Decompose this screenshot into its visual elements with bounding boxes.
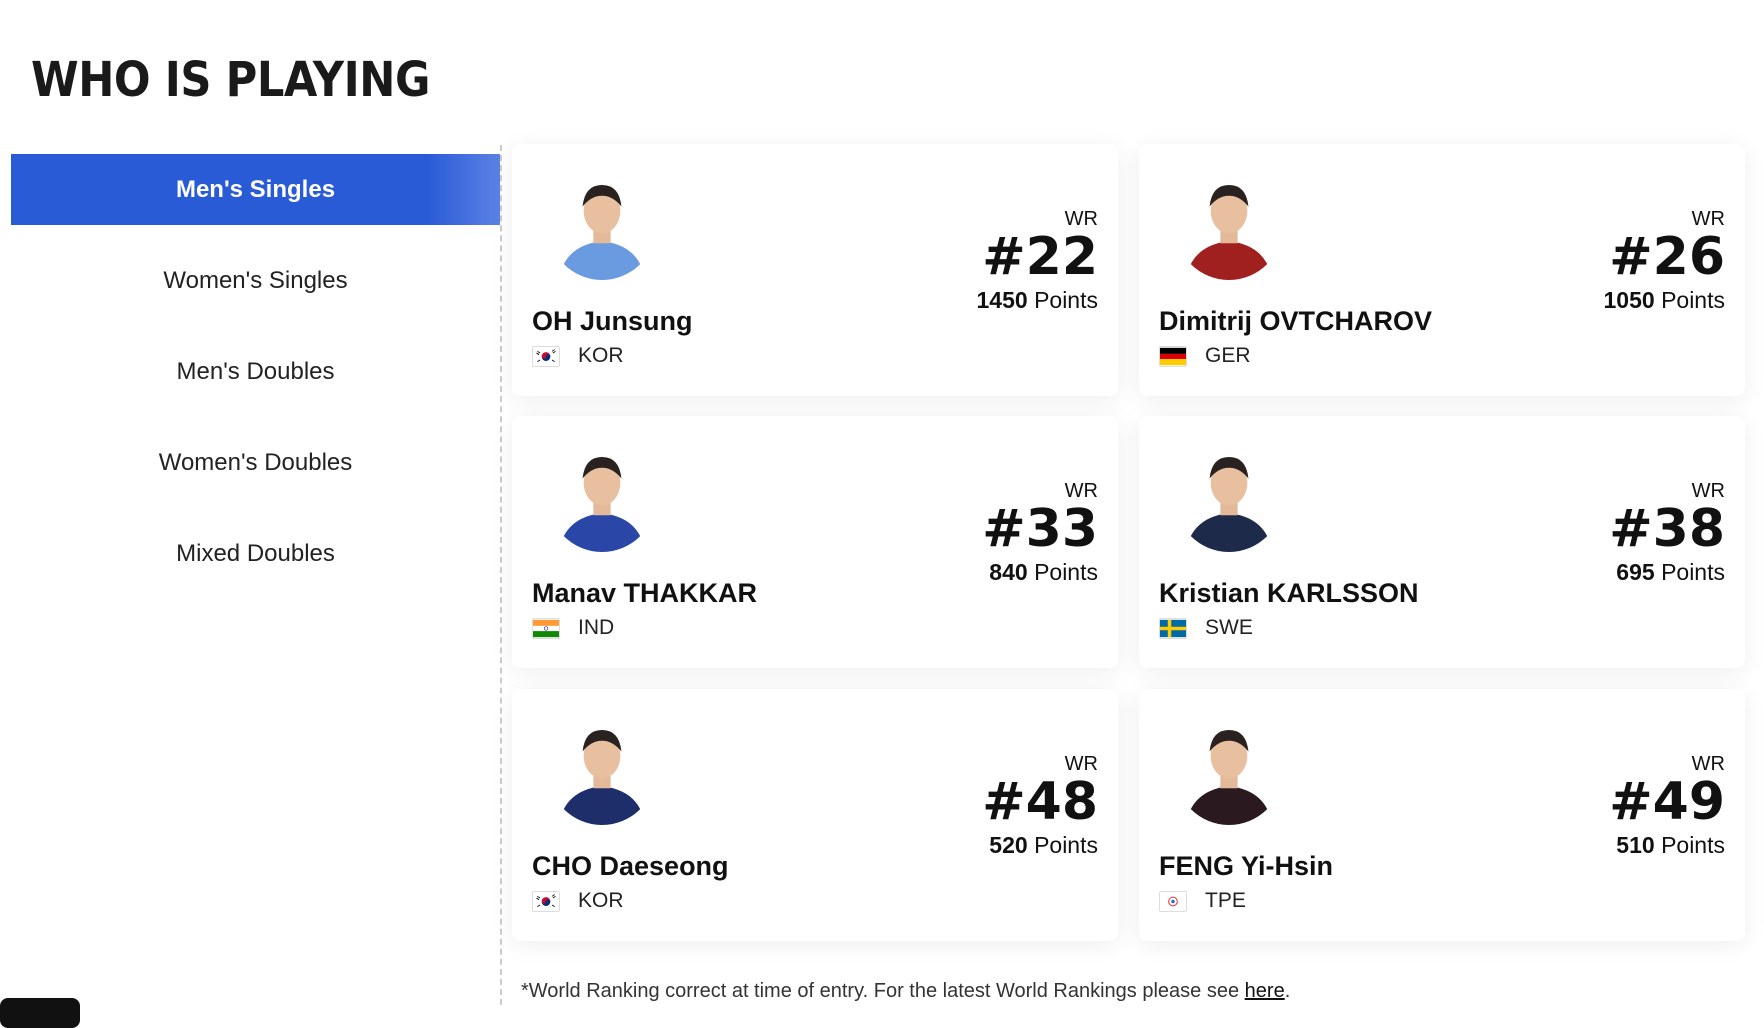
divider <box>500 145 502 1005</box>
rank-number: #26 <box>1609 227 1725 287</box>
wr-label: WR <box>1691 480 1725 502</box>
tab-womens-singles[interactable]: Women's Singles <box>163 266 348 294</box>
ranking-points: 695 Points <box>1609 559 1725 586</box>
flag-swe-icon <box>1159 617 1187 639</box>
footnote: *World Ranking correct at time of entry.… <box>521 980 1290 1003</box>
rank-number: #49 <box>1609 772 1725 832</box>
player-country: GER <box>1159 344 1251 368</box>
country-code: SWE <box>1205 616 1253 639</box>
flag-ind-icon <box>532 617 560 639</box>
player-name[interactable]: Manav THAKKAR <box>532 578 758 608</box>
ranking-points: 1450 Points <box>977 287 1099 314</box>
points-label: Points <box>1661 832 1725 858</box>
country-code: GER <box>1205 344 1251 367</box>
flag-kor-icon <box>532 345 560 367</box>
rank-number: #22 <box>982 227 1098 287</box>
points-label: Points <box>1034 832 1098 858</box>
wr-label: WR <box>1691 753 1725 775</box>
country-code: KOR <box>578 344 624 367</box>
player-card[interactable]: Dimitrij OVTCHAROV GER WR #26 1050 Points <box>1139 144 1745 396</box>
player-country: IND <box>532 616 614 640</box>
world-ranking: WR #38 695 Points <box>1609 480 1725 586</box>
wr-label: WR <box>1064 480 1098 502</box>
player-photo <box>1175 717 1283 825</box>
tab-mixed-doubles[interactable]: Mixed Doubles <box>176 539 335 567</box>
tab-mens-doubles[interactable]: Men's Doubles <box>176 357 335 385</box>
player-card[interactable]: FENG Yi-Hsin TPE WR #49 510 Points <box>1139 689 1745 941</box>
world-ranking: WR #22 1450 Points <box>977 208 1099 314</box>
ranking-points: 520 Points <box>982 832 1098 859</box>
points-value: 510 <box>1616 832 1655 858</box>
player-country: KOR <box>532 344 624 368</box>
points-value: 840 <box>989 559 1028 585</box>
footnote-text: *World Ranking correct at time of entry.… <box>521 980 1245 1002</box>
player-card[interactable]: CHO Daeseong KOR WR #48 520 Points <box>512 689 1118 941</box>
points-value: 1450 <box>976 287 1028 313</box>
chat-button[interactable] <box>0 998 80 1028</box>
player-photo <box>1175 444 1283 552</box>
footnote-end: . <box>1284 980 1291 1002</box>
player-country: SWE <box>1159 616 1253 640</box>
ranking-points: 510 Points <box>1609 832 1725 859</box>
country-code: IND <box>578 616 615 639</box>
flag-tpe-icon <box>1159 890 1187 912</box>
points-value: 1050 <box>1603 287 1655 313</box>
ranking-points: 840 Points <box>982 559 1098 586</box>
wr-label: WR <box>1064 208 1098 230</box>
country-code: TPE <box>1205 889 1246 912</box>
flag-ger-icon <box>1159 345 1187 367</box>
player-photo <box>548 172 656 280</box>
rank-number: #33 <box>982 499 1098 559</box>
points-label: Points <box>1661 559 1725 585</box>
points-label: Points <box>1661 287 1725 313</box>
player-photo <box>1175 172 1283 280</box>
points-label: Points <box>1034 287 1098 313</box>
wr-label: WR <box>1064 753 1098 775</box>
player-card[interactable]: Kristian KARLSSON SWE WR #38 695 Points <box>1139 416 1745 668</box>
wr-label: WR <box>1691 208 1725 230</box>
rankings-link[interactable]: here <box>1244 980 1285 1002</box>
player-name[interactable]: FENG Yi-Hsin <box>1159 851 1334 881</box>
category-tabs: Men's Singles Women's Singles Men's Doub… <box>11 154 500 609</box>
tab-womens-doubles[interactable]: Women's Doubles <box>158 448 353 476</box>
player-name[interactable]: Dimitrij OVTCHAROV <box>1159 306 1433 336</box>
points-label: Points <box>1034 559 1098 585</box>
rank-number: #48 <box>982 772 1098 832</box>
player-name[interactable]: CHO Daeseong <box>532 851 729 881</box>
points-value: 520 <box>989 832 1028 858</box>
rank-number: #38 <box>1609 499 1725 559</box>
player-name[interactable]: OH Junsung <box>532 306 693 336</box>
player-card[interactable]: OH Junsung KOR WR #22 1450 Points <box>512 144 1118 396</box>
country-code: KOR <box>578 889 624 912</box>
world-ranking: WR #26 1050 Points <box>1604 208 1726 314</box>
world-ranking: WR #48 520 Points <box>982 753 1098 859</box>
player-card[interactable]: Manav THAKKAR IND WR #33 840 Points <box>512 416 1118 668</box>
points-value: 695 <box>1616 559 1655 585</box>
ranking-points: 1050 Points <box>1604 287 1726 314</box>
world-ranking: WR #49 510 Points <box>1609 753 1725 859</box>
player-country: KOR <box>532 889 624 913</box>
player-photo <box>548 444 656 552</box>
world-ranking: WR #33 840 Points <box>982 480 1098 586</box>
page-title: WHO IS PLAYING <box>31 52 430 108</box>
player-photo <box>548 717 656 825</box>
player-name[interactable]: Kristian KARLSSON <box>1159 578 1419 608</box>
flag-kor-icon <box>532 890 560 912</box>
player-country: TPE <box>1159 889 1246 913</box>
tab-mens-singles[interactable]: Men's Singles <box>11 154 500 225</box>
